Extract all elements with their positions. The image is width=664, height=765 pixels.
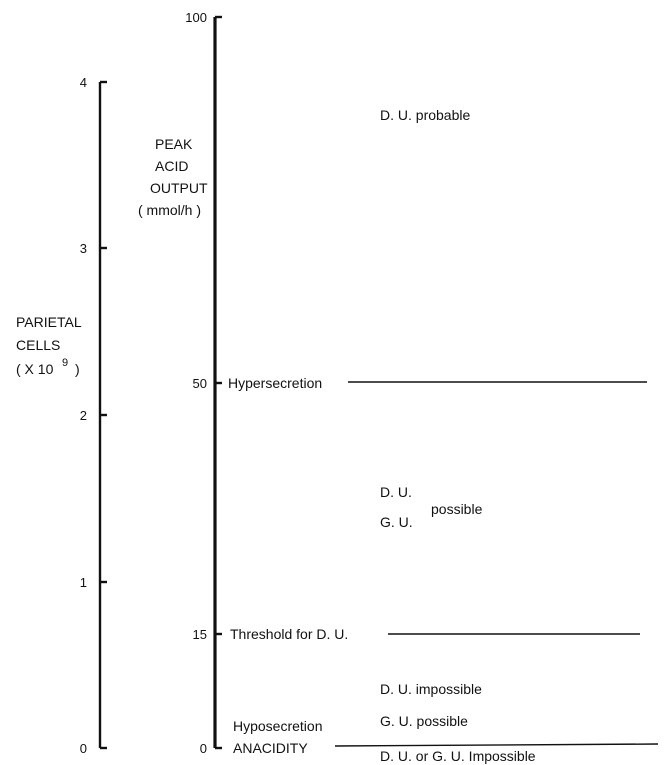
right-axis-label-line4: ( mmol/h ) [138, 202, 201, 218]
hyposecretion-label: Hyposecretion [233, 718, 323, 734]
left-axis-label-close: ) [75, 361, 80, 377]
gu-label: G. U. [380, 514, 413, 530]
zone-annotations: D. U. probable D. U. G. U. possible D. U… [380, 107, 536, 764]
left-tick-label-1: 1 [80, 575, 87, 590]
anacidity-label: ANACIDITY [233, 740, 308, 756]
anacidity-line [334, 743, 659, 747]
level-lines: Hypersecretion Threshold for D. U. Hypos… [228, 375, 659, 756]
du-label: D. U. [380, 484, 412, 500]
left-axis-label-line3: ( X 10 [16, 361, 54, 377]
right-axis-label-line1: PEAK [155, 136, 193, 152]
hypersecretion-label: Hypersecretion [228, 375, 322, 391]
parietal-cells-axis: 4 3 2 1 0 PARIETAL CELLS ( X 10 9 ) [16, 75, 107, 756]
du-probable-label: D. U. probable [380, 107, 470, 123]
du-gu-impossible-label: D. U. or G. U. Impossible [380, 748, 536, 764]
du-impossible-label: D. U. impossible [380, 681, 482, 697]
left-tick-label-0: 0 [80, 741, 87, 756]
threshold-label: Threshold for D. U. [230, 626, 348, 642]
left-tick-label-2: 2 [80, 408, 87, 423]
right-tick-label-100: 100 [185, 10, 207, 25]
gu-possible-label: G. U. possible [380, 713, 468, 729]
right-axis-label-line3: OUTPUT [150, 180, 208, 196]
right-axis-label-line2: ACID [155, 158, 188, 174]
left-axis-label-line1: PARIETAL [16, 314, 82, 330]
right-tick-label-0: 0 [200, 741, 207, 756]
possible-label: possible [431, 501, 483, 517]
peak-acid-output-axis: 100 50 15 0 PEAK ACID OUTPUT ( mmol/h ) [138, 10, 222, 756]
right-tick-label-15: 15 [193, 627, 207, 642]
left-axis-label-exponent: 9 [62, 357, 68, 369]
left-tick-label-4: 4 [80, 75, 87, 90]
left-axis-label-line2: CELLS [16, 337, 60, 353]
right-tick-label-50: 50 [193, 376, 207, 391]
left-tick-label-3: 3 [80, 241, 87, 256]
